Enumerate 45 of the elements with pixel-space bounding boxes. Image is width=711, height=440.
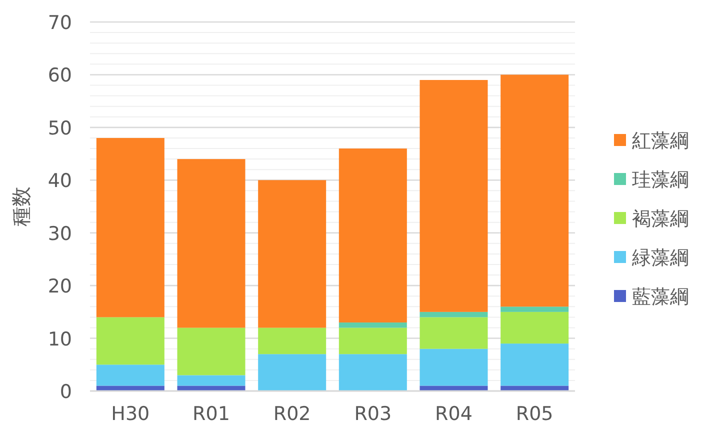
x-tick-label: R04 <box>435 403 472 425</box>
bar <box>338 328 407 354</box>
bar <box>96 138 164 318</box>
bar <box>177 375 246 386</box>
y-tick-label: 10 <box>48 328 72 350</box>
bar <box>420 317 488 349</box>
bar <box>338 322 407 328</box>
y-tick-label: 60 <box>48 64 72 87</box>
y-tick-label: 40 <box>48 170 72 192</box>
y-tick-label: 50 <box>48 117 72 140</box>
bar <box>96 364 164 386</box>
bar <box>500 386 569 391</box>
y-tick-label: 20 <box>48 276 72 298</box>
x-tick-label: R03 <box>354 403 392 425</box>
x-tick-label: H30 <box>111 403 150 425</box>
legend-label: 褐藻綱 <box>632 208 689 230</box>
x-tick-label: R05 <box>516 403 554 425</box>
x-tick-label: R01 <box>192 403 230 425</box>
legend-label: 珪藻綱 <box>632 169 689 191</box>
bar <box>258 354 326 391</box>
legend-label: 緑藻綱 <box>631 247 689 269</box>
bar <box>338 148 407 322</box>
bar <box>177 328 246 376</box>
bar <box>420 348 488 386</box>
y-tick-label: 30 <box>48 222 72 245</box>
bar <box>500 312 569 344</box>
y-tick-label: 0 <box>60 381 72 403</box>
bar <box>96 386 164 391</box>
x-tick-label: R02 <box>273 403 311 425</box>
bar <box>258 180 326 328</box>
bar <box>500 344 569 386</box>
legend-label: 紅藻綱 <box>632 130 689 152</box>
bar <box>420 312 488 318</box>
bar <box>177 159 246 328</box>
bar <box>420 80 488 312</box>
bar <box>500 306 569 312</box>
bar <box>177 386 246 391</box>
bar <box>420 386 488 391</box>
bar <box>258 328 326 354</box>
bar <box>500 74 569 307</box>
bar <box>338 354 407 391</box>
y-axis-title: 種数 <box>9 186 33 226</box>
y-tick-label: 70 <box>48 12 72 34</box>
bar <box>96 317 164 365</box>
legend-label: 藍藻綱 <box>632 286 689 308</box>
